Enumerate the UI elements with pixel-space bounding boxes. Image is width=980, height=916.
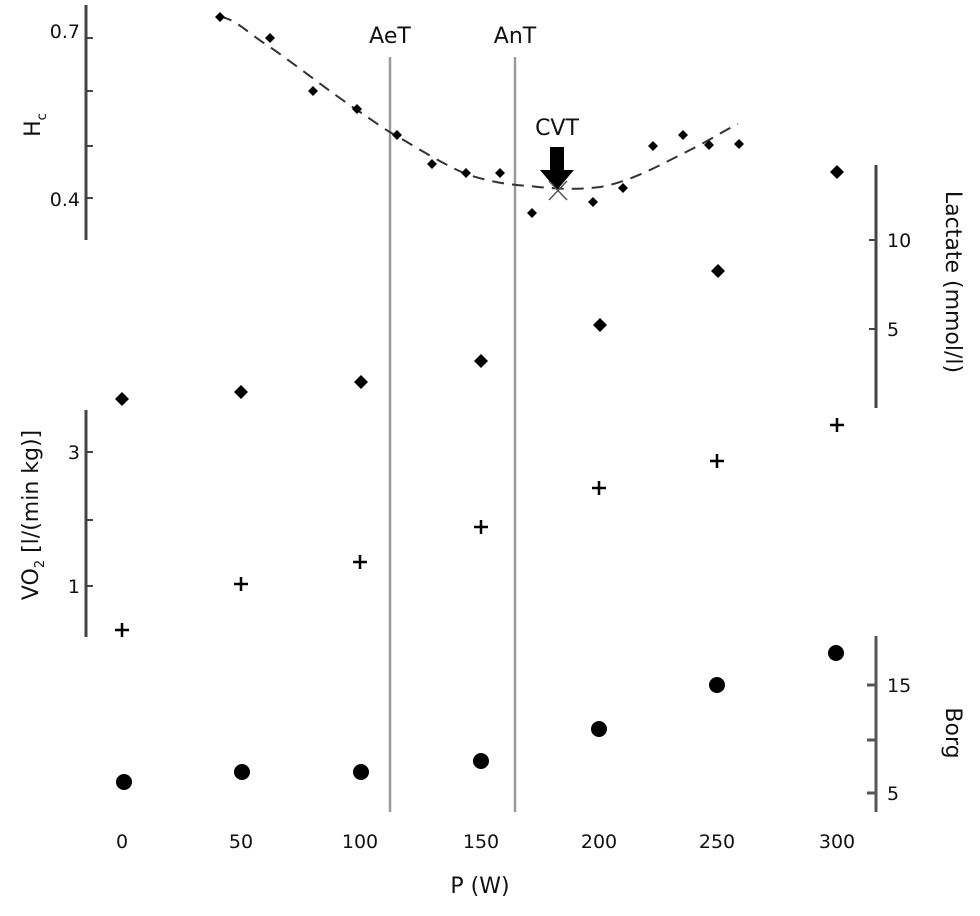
- hc-tick-0.4: 0.4: [50, 189, 80, 211]
- lactate-axis-title: Lactate (mmol/l): [940, 191, 965, 373]
- threshold-lines: AeT AnT: [369, 24, 537, 812]
- x-tick-200: 200: [581, 831, 617, 853]
- svg-text:VO2 [l/(min kg)]: VO2 [l/(min kg)]: [19, 430, 48, 600]
- cvt-label: CVT: [535, 116, 579, 141]
- x-tick-50: 50: [229, 831, 253, 853]
- borg-axis: 15 5 Borg: [867, 636, 965, 812]
- x-tick-100: 100: [342, 831, 378, 853]
- lactate-axis: 10 5 Lactate (mmol/l): [869, 165, 965, 408]
- ant-label: AnT: [494, 24, 537, 49]
- cvt-x-marker: [548, 180, 568, 201]
- borg-tick-15: 15: [887, 675, 911, 697]
- hc-axis: 0.7 0.4 Hc: [21, 5, 93, 240]
- x-tick-150: 150: [463, 831, 499, 853]
- x-tick-0: 0: [116, 831, 128, 853]
- hc-tick-0.7: 0.7: [50, 21, 80, 43]
- borg-axis-title: Borg: [940, 707, 965, 758]
- aet-label: AeT: [369, 24, 411, 49]
- x-tick-300: 300: [819, 831, 855, 853]
- borg-points: [116, 645, 844, 790]
- lactate-tick-5: 5: [887, 319, 899, 341]
- hc-axis-title: Hc: [21, 113, 50, 137]
- hc-points: [215, 12, 744, 218]
- lactate-tick-10: 10: [887, 230, 911, 252]
- vo2-axis-title: VO2 [l/(min kg)]: [19, 430, 48, 600]
- down-arrow-icon: [540, 147, 574, 190]
- svg-text:Borg: Borg: [940, 707, 965, 758]
- cvt-annotation: CVT: [535, 116, 579, 201]
- vo2-axis: 3 1 VO2 [l/(min kg)]: [19, 410, 93, 637]
- svg-text:Hc: Hc: [21, 113, 50, 137]
- svg-text:Lactate (mmol/l): Lactate (mmol/l): [940, 191, 965, 373]
- x-tick-250: 250: [699, 831, 735, 853]
- hc-fit-curve: [219, 16, 739, 190]
- vo2-tick-3: 3: [68, 442, 80, 464]
- borg-tick-5: 5: [887, 783, 899, 805]
- vo2-tick-1: 1: [68, 576, 80, 598]
- x-axis: 0 50 100 150 200 250 300 P (W): [116, 831, 855, 899]
- x-axis-title: P (W): [450, 874, 509, 899]
- vo2-points: [115, 418, 844, 637]
- lactate-points: [115, 165, 844, 406]
